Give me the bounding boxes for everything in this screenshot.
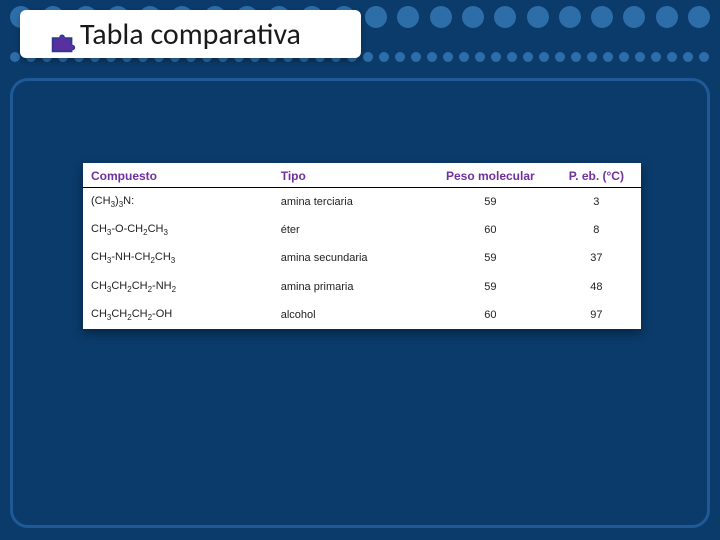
cell-type: amina primaria — [273, 273, 429, 301]
table-row: CH3CH2CH2-OHalcohol6097 — [83, 301, 641, 329]
column-header: Peso molecular — [429, 163, 552, 188]
cell-type: éter — [273, 216, 429, 244]
decor-dot — [656, 6, 678, 28]
decor-dot — [623, 6, 645, 28]
cell-type: amina secundaria — [273, 244, 429, 272]
decor-dot — [411, 52, 421, 62]
cell-bp: 8 — [552, 216, 641, 244]
decor-dot — [443, 52, 453, 62]
table-row: CH3-O-CH2CH3éter608 — [83, 216, 641, 244]
decor-dot — [539, 52, 549, 62]
cell-compound: CH3CH2CH2-NH2 — [83, 273, 273, 301]
table-header-row: CompuestoTipoPeso molecularP. eb. (°C) — [83, 163, 641, 188]
decor-dot — [603, 52, 613, 62]
decor-dot — [365, 6, 387, 28]
decor-dot — [619, 52, 629, 62]
decor-dot — [379, 52, 389, 62]
decor-dot — [363, 52, 373, 62]
decor-dot — [635, 52, 645, 62]
table-row: CH3-NH-CH2CH3amina secundaria5937 — [83, 244, 641, 272]
cell-molwt: 59 — [429, 273, 552, 301]
decor-dot — [571, 52, 581, 62]
decor-dot — [667, 52, 677, 62]
cell-bp: 37 — [552, 244, 641, 272]
decor-dot — [699, 52, 709, 62]
cell-type: amina terciaria — [273, 188, 429, 217]
cell-compound: CH3-O-CH2CH3 — [83, 216, 273, 244]
decor-dot — [395, 52, 405, 62]
table-row: (CH3)3N:amina terciaria593 — [83, 188, 641, 217]
decor-dot — [10, 52, 20, 62]
decor-dot — [683, 52, 693, 62]
decor-dot — [430, 6, 452, 28]
table-body: (CH3)3N:amina terciaria593CH3-O-CH2CH3ét… — [83, 188, 641, 329]
decor-dot — [591, 6, 613, 28]
decor-dot — [507, 52, 517, 62]
cell-type: alcohol — [273, 301, 429, 329]
decor-dot — [459, 52, 469, 62]
cell-molwt: 60 — [429, 301, 552, 329]
cell-bp: 3 — [552, 188, 641, 217]
decor-dot — [559, 6, 581, 28]
column-header: P. eb. (°C) — [552, 163, 641, 188]
column-header: Tipo — [273, 163, 429, 188]
decor-dot — [427, 52, 437, 62]
decor-dot — [523, 52, 533, 62]
cell-bp: 48 — [552, 273, 641, 301]
column-header: Compuesto — [83, 163, 273, 188]
cell-molwt: 60 — [429, 216, 552, 244]
decor-dot — [555, 52, 565, 62]
cell-compound: (CH3)3N: — [83, 188, 273, 217]
decor-dot — [527, 6, 549, 28]
decor-dot — [491, 52, 501, 62]
slide-title: Tabla comparativa — [80, 16, 301, 53]
cell-bp: 97 — [552, 301, 641, 329]
decor-dot — [397, 6, 419, 28]
decor-dot — [475, 52, 485, 62]
puzzle-icon — [48, 26, 78, 56]
content-frame: CompuestoTipoPeso molecularP. eb. (°C) (… — [10, 78, 710, 528]
decor-dot — [688, 6, 710, 28]
decor-dot — [462, 6, 484, 28]
title-band: Tabla comparativa — [20, 10, 361, 58]
comparison-table: CompuestoTipoPeso molecularP. eb. (°C) (… — [83, 163, 641, 329]
table-row: CH3CH2CH2-NH2amina primaria5948 — [83, 273, 641, 301]
cell-compound: CH3-NH-CH2CH3 — [83, 244, 273, 272]
decor-dot — [651, 52, 661, 62]
decor-dot — [587, 52, 597, 62]
decor-dot — [494, 6, 516, 28]
cell-molwt: 59 — [429, 188, 552, 217]
cell-molwt: 59 — [429, 244, 552, 272]
cell-compound: CH3CH2CH2-OH — [83, 301, 273, 329]
slide: Tabla comparativa CompuestoTipoPeso mole… — [0, 0, 720, 540]
